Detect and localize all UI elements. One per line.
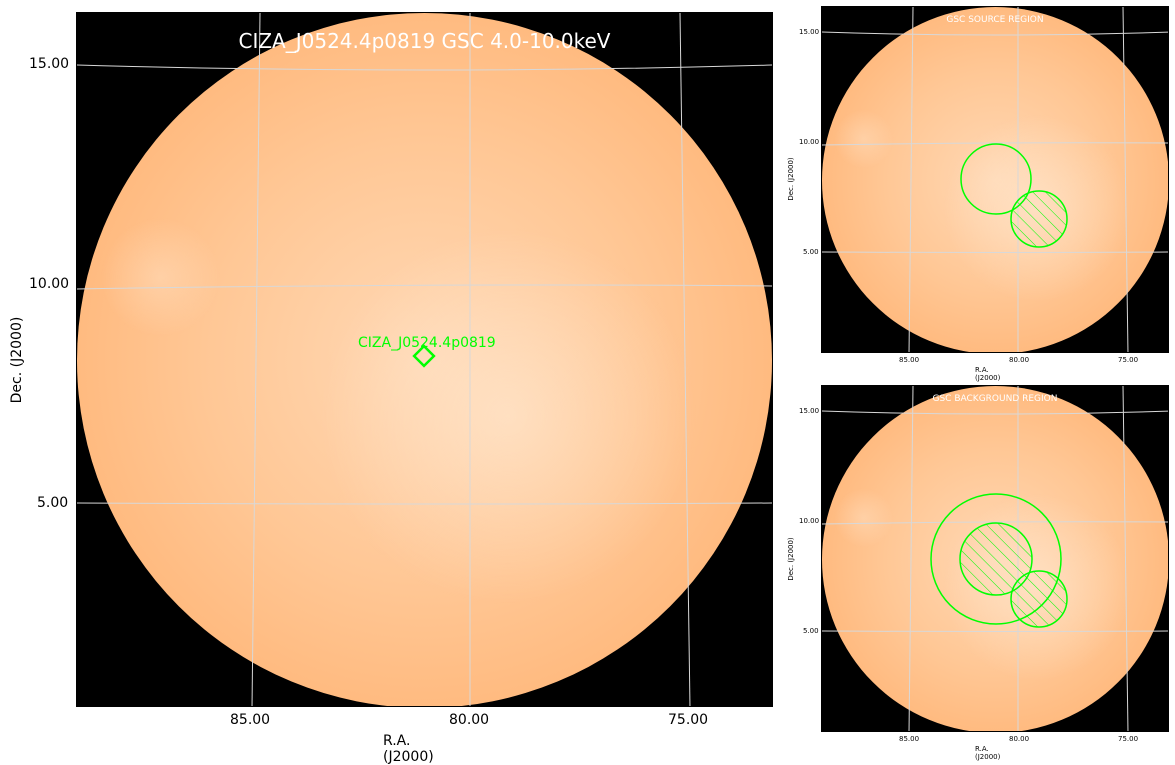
exposure-disk <box>822 7 1168 352</box>
ytick-label: 5.00 <box>803 248 819 256</box>
background-region-image[interactable]: GSC BACKGROUND REGION <box>821 385 1169 732</box>
xtick-label: 75.00 <box>668 712 709 728</box>
xtick-label: 85.00 <box>230 712 271 728</box>
main-image[interactable]: CIZA_J0524.4p0819 GSC 4.0-10.0keV CIZA_J… <box>76 12 773 707</box>
xtick-label: 85.00 <box>899 356 920 364</box>
ytick-label: 10.00 <box>29 276 70 292</box>
xtick-label: 80.00 <box>1009 735 1030 743</box>
ytick-label: 5.00 <box>803 627 819 635</box>
background-panel-title: GSC BACKGROUND REGION <box>932 394 1058 404</box>
y-axis-label: Dec. (J2000) <box>787 157 795 201</box>
xtick-label: 80.00 <box>449 712 490 728</box>
ytick-label: 10.00 <box>799 517 820 525</box>
y-axis-label: Dec. (J2000) <box>787 537 795 581</box>
ytick-label: 10.00 <box>799 138 820 146</box>
ytick-label: 5.00 <box>37 495 69 511</box>
ytick-label: 15.00 <box>29 56 70 72</box>
main-title: CIZA_J0524.4p0819 GSC 4.0-10.0keV <box>238 29 611 53</box>
x-axis-label: R.A. (J2000) <box>975 745 1001 761</box>
x-axis-label: R.A. (J2000) <box>383 733 434 765</box>
source-panel-title: GSC SOURCE REGION <box>946 15 1044 25</box>
x-axis-label: R.A. (J2000) <box>975 366 1001 382</box>
ytick-label: 15.00 <box>799 28 820 36</box>
exposure-disk <box>77 13 772 706</box>
ytick-label: 15.00 <box>799 407 820 415</box>
xtick-label: 80.00 <box>1009 356 1030 364</box>
xtick-label: 85.00 <box>899 735 920 743</box>
xtick-label: 75.00 <box>1118 735 1139 743</box>
xtick-label: 75.00 <box>1118 356 1139 364</box>
source-region-image[interactable]: GSC SOURCE REGION <box>821 6 1169 353</box>
exposure-disk <box>822 386 1168 731</box>
source-label: CIZA_J0524.4p0819 <box>358 335 496 351</box>
y-axis-label: Dec. (J2000) <box>9 316 25 404</box>
